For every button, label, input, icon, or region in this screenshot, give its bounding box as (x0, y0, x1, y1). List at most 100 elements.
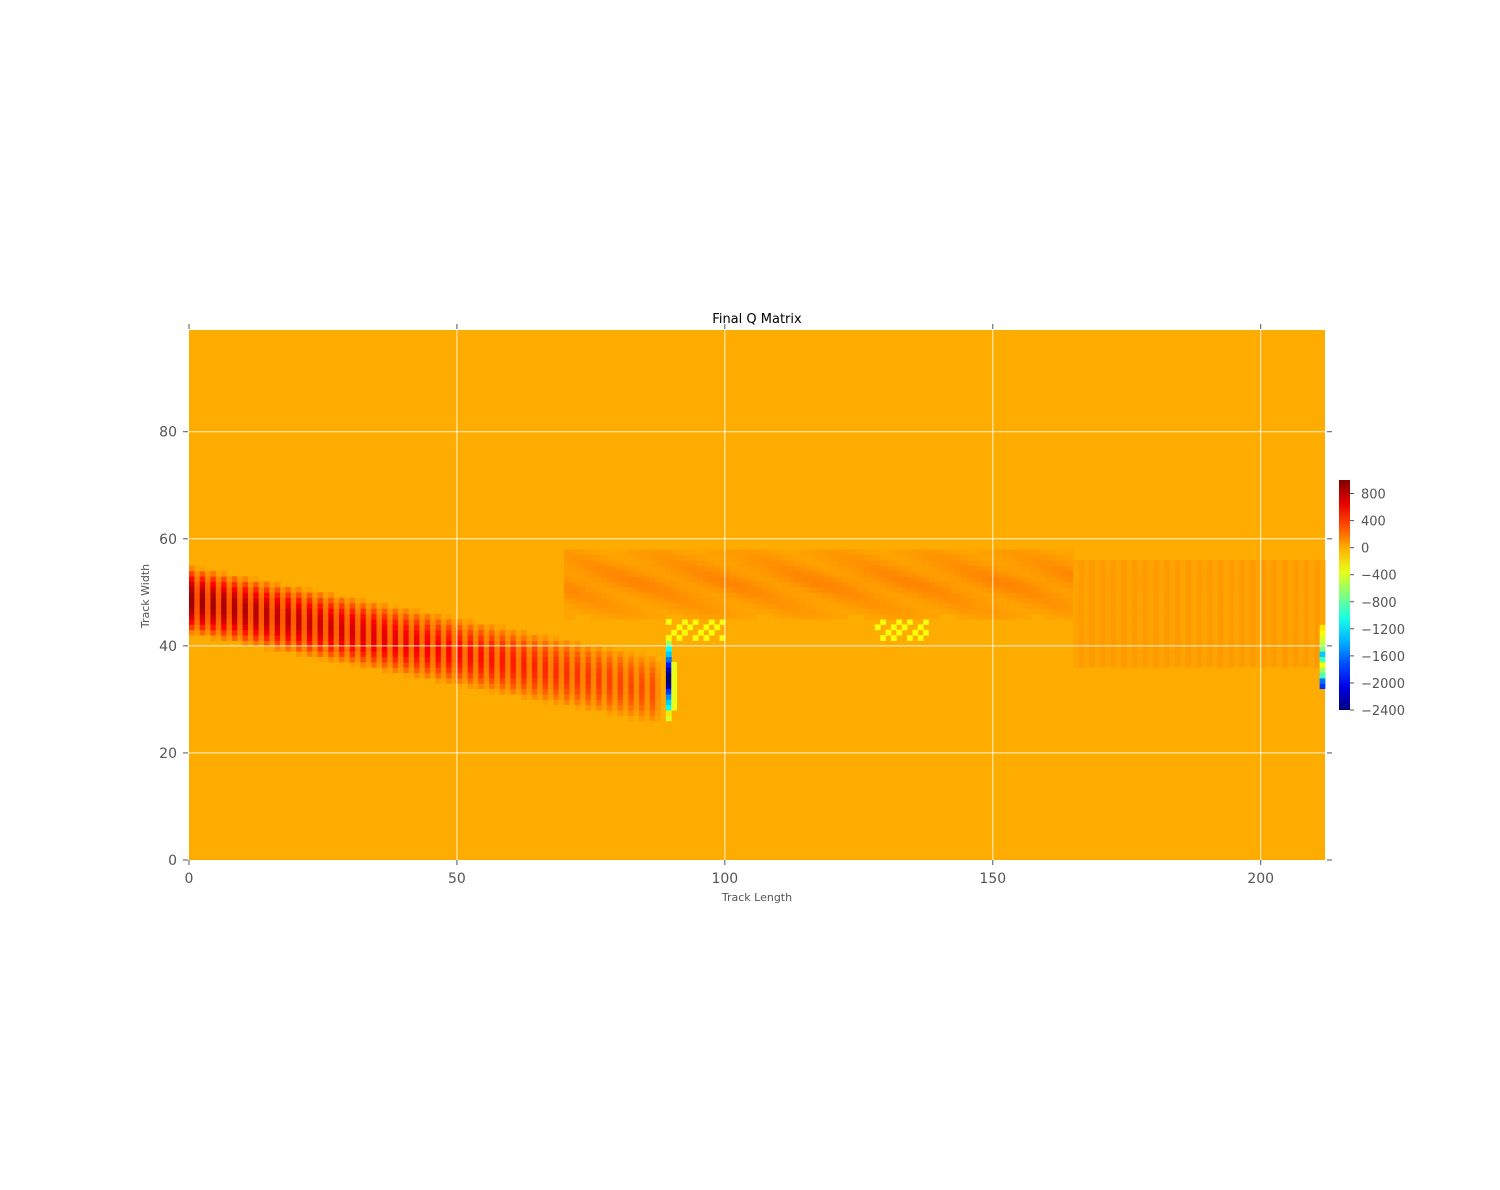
heatmap-cell (649, 565, 656, 572)
heatmap-cell (1116, 570, 1122, 577)
heatmap-cell (1319, 656, 1326, 663)
heatmap-cell (928, 570, 935, 577)
heatmap-cell (1158, 565, 1165, 572)
heatmap-cell (923, 603, 929, 609)
heatmap-cell (1244, 613, 1251, 620)
heatmap-cell (917, 608, 924, 615)
heatmap-cell (1282, 581, 1288, 588)
heatmap-cell (1158, 608, 1165, 615)
heatmap-cell (1239, 629, 1246, 636)
heatmap-cell (1223, 613, 1229, 620)
heatmap-cell (226, 592, 233, 599)
heatmap-cell (1223, 635, 1229, 641)
heatmap-cell (280, 586, 286, 593)
heatmap-cell (1308, 581, 1315, 588)
heatmap-cell (483, 656, 490, 663)
heatmap-cell (1271, 613, 1278, 620)
heatmap-cell (901, 597, 908, 604)
heatmap-cell (1303, 640, 1310, 647)
heatmap-cell (837, 581, 844, 588)
heatmap-cell (1041, 570, 1047, 577)
heatmap-cell (392, 619, 399, 625)
heatmap-cell (247, 619, 254, 625)
heatmap-cell (221, 586, 227, 593)
heatmap-cell (242, 581, 249, 588)
heatmap-cell (1212, 597, 1219, 604)
heatmap-cell (917, 570, 924, 577)
heatmap-cell (339, 656, 345, 663)
heatmap-cell (885, 592, 892, 599)
heatmap-cell (676, 565, 683, 572)
heatmap-cell (928, 565, 935, 572)
heatmap-cell (612, 586, 619, 593)
heatmap-cell (580, 694, 586, 700)
heatmap-cell (965, 560, 972, 566)
heatmap-cell (494, 624, 501, 631)
heatmap-cell (821, 565, 828, 572)
heatmap-cell (1292, 640, 1299, 647)
heatmap-cell (1303, 645, 1310, 652)
heatmap-cell (403, 635, 410, 641)
heatmap-cell (703, 586, 710, 593)
heatmap-cell (1169, 581, 1176, 588)
heatmap-cell (590, 565, 597, 572)
heatmap-cell (724, 576, 731, 583)
heatmap-cell (665, 688, 672, 695)
heatmap-cell (1132, 640, 1138, 647)
heatmap-cell (665, 661, 672, 668)
heatmap-cell (1003, 603, 1010, 609)
heatmap-cell (623, 699, 629, 706)
heatmap-cell (521, 688, 527, 695)
heatmap-cell (623, 688, 629, 695)
heatmap-cell (949, 597, 956, 604)
heatmap-cell (1255, 656, 1262, 663)
heatmap-cell (494, 645, 501, 652)
heatmap-cell (1282, 560, 1288, 566)
heatmap-cell (1207, 581, 1213, 588)
heatmap-cell (649, 603, 656, 609)
heatmap-cell (848, 570, 854, 577)
heatmap-cell (280, 597, 286, 604)
heatmap-cell (285, 635, 292, 641)
heatmap-cell (649, 586, 656, 593)
heatmap-cell (322, 619, 329, 625)
heatmap-cell (665, 603, 672, 609)
heatmap-cell (274, 581, 281, 588)
heatmap-cell (896, 592, 903, 599)
heatmap-cell (681, 592, 688, 599)
heatmap-cell (1110, 603, 1117, 609)
heatmap-cell (757, 586, 763, 593)
heatmap-cell (1308, 608, 1315, 615)
heatmap-cell (1212, 603, 1219, 609)
heatmap-cell (719, 565, 726, 572)
heatmap-cell (1008, 581, 1015, 588)
heatmap-cell (1099, 624, 1106, 631)
heatmap-cell (1287, 640, 1294, 647)
heatmap-cell (783, 570, 790, 577)
heatmap-cell (606, 699, 613, 706)
heatmap-cell (580, 603, 586, 609)
heatmap-cell (1089, 576, 1095, 583)
heatmap-cell (826, 554, 833, 561)
heatmap-cell (901, 565, 908, 572)
heatmap-cell (1105, 613, 1112, 620)
heatmap-cell (1019, 581, 1026, 588)
heatmap-cell (253, 581, 260, 588)
heatmap-cell (360, 603, 367, 609)
heatmap-cell (462, 635, 469, 641)
heatmap-cell (671, 608, 678, 615)
heatmap-cell (515, 629, 522, 636)
heatmap-cell (349, 640, 356, 647)
heatmap-cell (676, 597, 683, 604)
heatmap-cell (526, 672, 533, 679)
heatmap-cell (435, 645, 442, 652)
heatmap-cell (515, 645, 522, 652)
heatmap-cell (982, 549, 988, 556)
heatmap-cell (210, 629, 217, 636)
heatmap-cell (242, 592, 249, 599)
heatmap-cell (1319, 576, 1326, 583)
heatmap-cell (499, 683, 506, 690)
heatmap-cell (215, 608, 222, 615)
heatmap-cell (703, 597, 710, 604)
